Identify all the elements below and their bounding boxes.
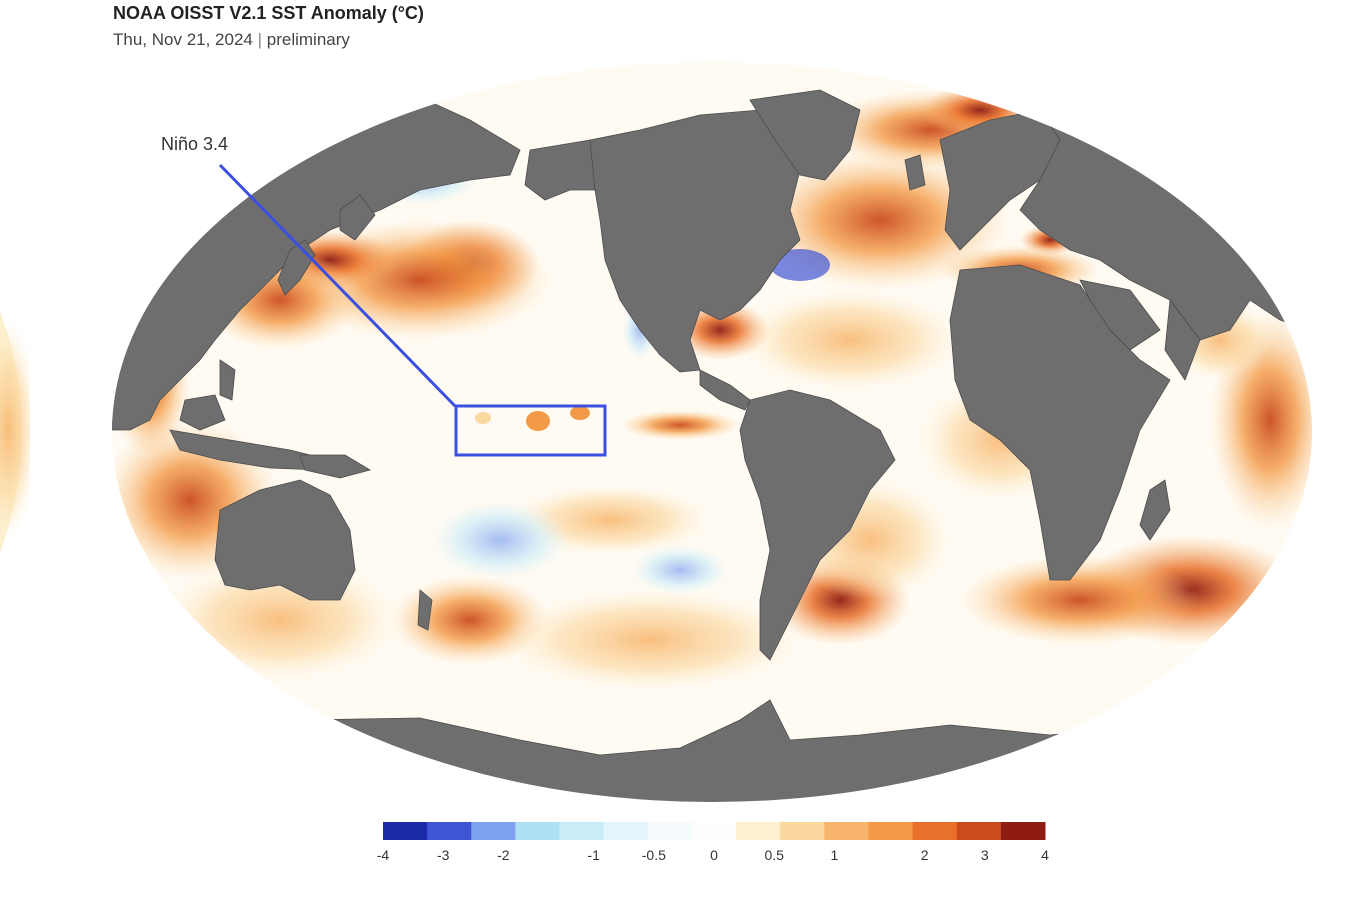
- greenland: [749, 89, 861, 181]
- central-america: [699, 369, 751, 411]
- legend-tick-label: 0: [710, 847, 718, 863]
- south-america: [739, 389, 896, 661]
- madagascar: [1139, 479, 1171, 541]
- nino34-label: Niño 3.4: [161, 134, 228, 154]
- legend-tick-label: 4: [1041, 847, 1049, 863]
- legend-swatch: [603, 822, 649, 840]
- legend-tick-label: 2: [921, 847, 929, 863]
- globe: [112, 62, 1312, 802]
- legend-swatch: [736, 822, 781, 840]
- legend-swatch: [691, 822, 737, 840]
- legend-swatch: [383, 822, 428, 840]
- nino34-box: [454, 404, 607, 457]
- legend-swatch: [956, 822, 1002, 840]
- australia: [214, 479, 356, 601]
- map-subtitle: Thu, Nov 21, 2024 | preliminary: [113, 30, 350, 50]
- date-label: Thu, Nov 21, 2024: [113, 30, 253, 49]
- legend-tick-label: -4: [377, 847, 390, 863]
- philippines: [219, 359, 236, 401]
- kamchatka: [339, 194, 376, 241]
- legend-tick-label: 1: [830, 847, 838, 863]
- uk-ireland: [904, 154, 926, 191]
- legend-tick-label: 0.5: [764, 847, 784, 863]
- borneo: [179, 394, 226, 431]
- legend-tick-label: 3: [981, 847, 989, 863]
- legend-swatch: [868, 822, 914, 840]
- new-zealand: [417, 589, 433, 631]
- legend-tick-label: -1: [587, 847, 600, 863]
- map-title: NOAA OISST V2.1 SST Anomaly (°C): [113, 3, 424, 23]
- legend-swatch: [559, 822, 605, 840]
- new-guinea: [299, 454, 372, 479]
- legend-swatch: [1000, 822, 1046, 840]
- nino34-annotation: Niño 3.4: [161, 134, 607, 457]
- legend-swatch: [427, 822, 472, 840]
- legend-tick-label: -2: [497, 847, 510, 863]
- legend-tick-label: -0.5: [642, 847, 666, 863]
- legend-swatch: [647, 822, 693, 840]
- legend-swatch: [780, 822, 825, 840]
- separator: |: [257, 30, 263, 49]
- adjacent-globe-edge: [0, 311, 30, 553]
- legend-swatch: [515, 822, 561, 840]
- color-scale-legend: -4 -3 -2 -1 -0.5 0 0.5 1 2 3 4: [377, 822, 1049, 863]
- status-label: preliminary: [266, 30, 350, 49]
- legend-swatch: [471, 822, 516, 840]
- legend-tick-label: -3: [437, 847, 450, 863]
- africa: [949, 264, 1171, 581]
- legend-swatch: [824, 822, 869, 840]
- legend-swatch: [912, 822, 958, 840]
- nino34-leader-line: [218, 163, 457, 408]
- india: [1164, 298, 1201, 381]
